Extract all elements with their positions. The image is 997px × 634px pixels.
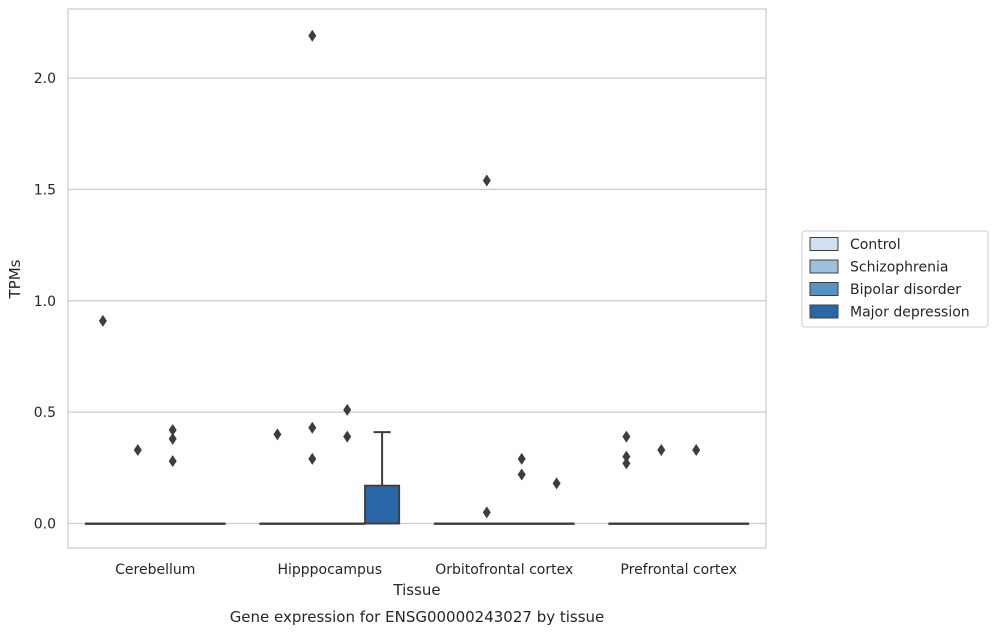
outlier-point bbox=[98, 314, 107, 327]
box-body bbox=[364, 484, 401, 525]
legend-frame bbox=[801, 230, 989, 328]
outlier-point bbox=[517, 452, 526, 465]
legend-label: Bipolar disorder bbox=[850, 282, 961, 298]
outlier-point bbox=[343, 403, 352, 416]
y-tick-label: 2.0 bbox=[34, 71, 56, 87]
outlier-point bbox=[273, 428, 282, 441]
y-tick-label: 0.5 bbox=[34, 405, 56, 421]
legend-swatch bbox=[809, 282, 839, 296]
box-major-depression bbox=[364, 431, 401, 525]
y-tick-label: 1.0 bbox=[34, 294, 56, 310]
x-tick-label: Cerebellum bbox=[115, 562, 195, 578]
outlier-point bbox=[622, 430, 631, 443]
outlier-point bbox=[692, 444, 701, 456]
x-tick-label: Orbitofrontal cortex bbox=[435, 562, 573, 578]
chart-caption: Gene expression for ENSG00000243027 by t… bbox=[230, 608, 605, 626]
legend-label: Control bbox=[850, 237, 901, 253]
outlier-point bbox=[622, 450, 631, 463]
box-major-depression bbox=[538, 477, 575, 525]
legend-swatch bbox=[809, 304, 839, 319]
y-tick-labels: 0.0 0.5 1.0 1.5 2.0 bbox=[34, 71, 56, 532]
outlier-point bbox=[517, 468, 526, 481]
outlier-point bbox=[482, 506, 491, 519]
box-bipolar-disorder bbox=[154, 423, 191, 525]
outlier-point bbox=[308, 452, 317, 465]
x-tick-label: Prefrontal cortex bbox=[620, 562, 737, 578]
y-tick-label: 1.5 bbox=[34, 182, 56, 198]
box-schizophrenia bbox=[468, 174, 505, 525]
y-tick-label: 0.0 bbox=[34, 517, 56, 533]
box-control bbox=[433, 522, 470, 525]
outlier-point bbox=[133, 444, 142, 456]
legend-label: Major depression bbox=[850, 305, 970, 321]
outlier-point bbox=[657, 444, 666, 456]
box-control bbox=[608, 430, 645, 525]
x-tick-label: Hipppocampus bbox=[277, 562, 382, 578]
outlier-point bbox=[168, 423, 177, 436]
outlier-point bbox=[308, 421, 317, 434]
box-schizophrenia bbox=[294, 29, 331, 525]
outlier-point bbox=[482, 174, 491, 187]
legend-label: Schizophrenia bbox=[850, 260, 948, 276]
outlier-point bbox=[168, 432, 177, 445]
box-major-depression bbox=[189, 522, 226, 525]
x-tick-labels: Cerebellum Hipppocampus Orbitofrontal cort… bbox=[115, 562, 737, 578]
legend: Control Schizophrenia Bipolar disorder Majo… bbox=[801, 230, 989, 328]
outlier-point bbox=[622, 457, 631, 470]
outlier-point bbox=[552, 477, 561, 490]
outlier-point bbox=[168, 455, 177, 468]
box-major-depression bbox=[713, 522, 750, 525]
plot-frame bbox=[67, 8, 767, 549]
box-bipolar-disorder bbox=[329, 403, 366, 525]
box-bipolar-disorder bbox=[503, 452, 540, 525]
plot-background bbox=[68, 9, 766, 548]
outlier-point bbox=[308, 29, 317, 42]
x-axis-label: Tissue bbox=[392, 581, 440, 599]
legend-swatch bbox=[809, 259, 839, 274]
box-series bbox=[84, 29, 750, 525]
y-axis-label: TPMs bbox=[6, 259, 24, 299]
outlier-point bbox=[343, 430, 352, 443]
legend-swatch bbox=[809, 237, 839, 251]
